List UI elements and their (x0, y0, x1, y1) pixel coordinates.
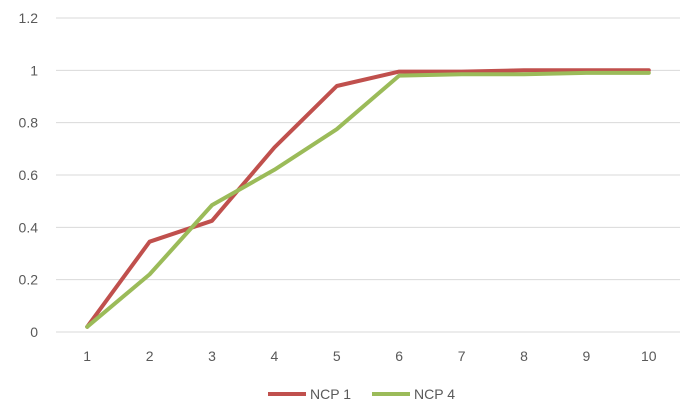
y-tick-label: 0.6 (19, 167, 39, 183)
x-tick-label: 5 (333, 348, 341, 364)
gridlines (56, 17, 680, 333)
y-tick-label: 0.8 (19, 115, 39, 131)
series-lines (85, 68, 651, 329)
y-axis-ticks: 0 0.2 0.4 0.6 0.8 1 1.2 (19, 10, 39, 340)
x-tick-label: 9 (583, 348, 591, 364)
x-tick-label: 7 (458, 348, 466, 364)
legend: NCP 1 NCP 4 (268, 386, 455, 402)
y-tick-label: 0 (30, 324, 38, 340)
y-tick-label: 1.2 (19, 10, 39, 26)
legend-label: NCP 4 (414, 386, 455, 402)
x-tick-label: 10 (641, 348, 657, 364)
x-axis-ticks: 1 2 3 4 5 6 7 8 9 10 (83, 348, 656, 364)
x-tick-label: 8 (520, 348, 528, 364)
y-tick-label: 0.4 (19, 219, 39, 235)
x-tick-label: 1 (83, 348, 91, 364)
legend-label: NCP 1 (310, 386, 351, 402)
y-tick-label: 0.2 (19, 272, 39, 288)
x-tick-label: 6 (395, 348, 403, 364)
x-tick-label: 4 (271, 348, 279, 364)
x-tick-label: 3 (208, 348, 216, 364)
series-line-ncp-1 (85, 68, 651, 329)
series-line-ncp-4 (85, 70, 651, 329)
x-tick-label: 2 (146, 348, 154, 364)
y-tick-label: 1 (30, 62, 38, 78)
